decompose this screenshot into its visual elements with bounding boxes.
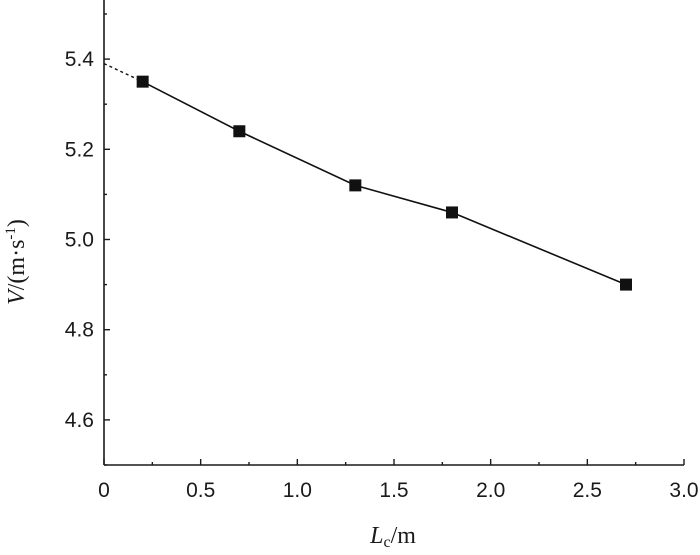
x-axis-title-subscript: c <box>383 534 390 551</box>
x-ticks: 0 0.5 1.0 1.5 2.0 2.5 3.0 <box>98 459 699 502</box>
y-axis-title-close: ) <box>4 219 30 227</box>
y-axis-title: V/(m·s-1) <box>3 219 30 305</box>
axes <box>103 0 684 466</box>
x-axis-title-unit: /m <box>391 523 417 549</box>
data-point-marker <box>233 125 246 138</box>
data-point-marker <box>620 278 632 291</box>
y-tick-label: 4.6 <box>65 409 94 432</box>
y-tick-label: 4.8 <box>65 319 94 342</box>
data-point-marker <box>349 179 362 192</box>
y-axis-title-main: V <box>4 288 30 305</box>
extrapolation-line <box>103 62 143 83</box>
y-ticks: 4.6 4.8 5.0 5.2 5.4 <box>65 13 110 466</box>
x-tick-label: 1.0 <box>283 479 312 502</box>
y-tick-label: 5.2 <box>65 138 94 161</box>
y-tick-label: 5.4 <box>65 48 95 71</box>
x-tick-label: 2.0 <box>476 479 505 502</box>
x-axis-title-main: L <box>369 523 383 549</box>
x-tick-label: 0 <box>98 479 110 502</box>
x-tick-label: 2.5 <box>573 479 602 502</box>
x-tick-label: 1.5 <box>379 479 408 502</box>
y-axis-title-superscript: -1 <box>3 227 19 240</box>
x-tick-label: 0.5 <box>186 479 215 502</box>
series <box>103 62 632 291</box>
x-axis-title: Lc/m <box>369 523 416 551</box>
y-tick-label: 5.0 <box>65 229 94 252</box>
x-tick-label: 3.0 <box>669 479 698 502</box>
data-point-marker <box>446 206 458 219</box>
y-axis-title-unit: /(m·s <box>4 240 30 291</box>
data-point-marker <box>136 75 149 88</box>
series-line <box>142 80 627 286</box>
